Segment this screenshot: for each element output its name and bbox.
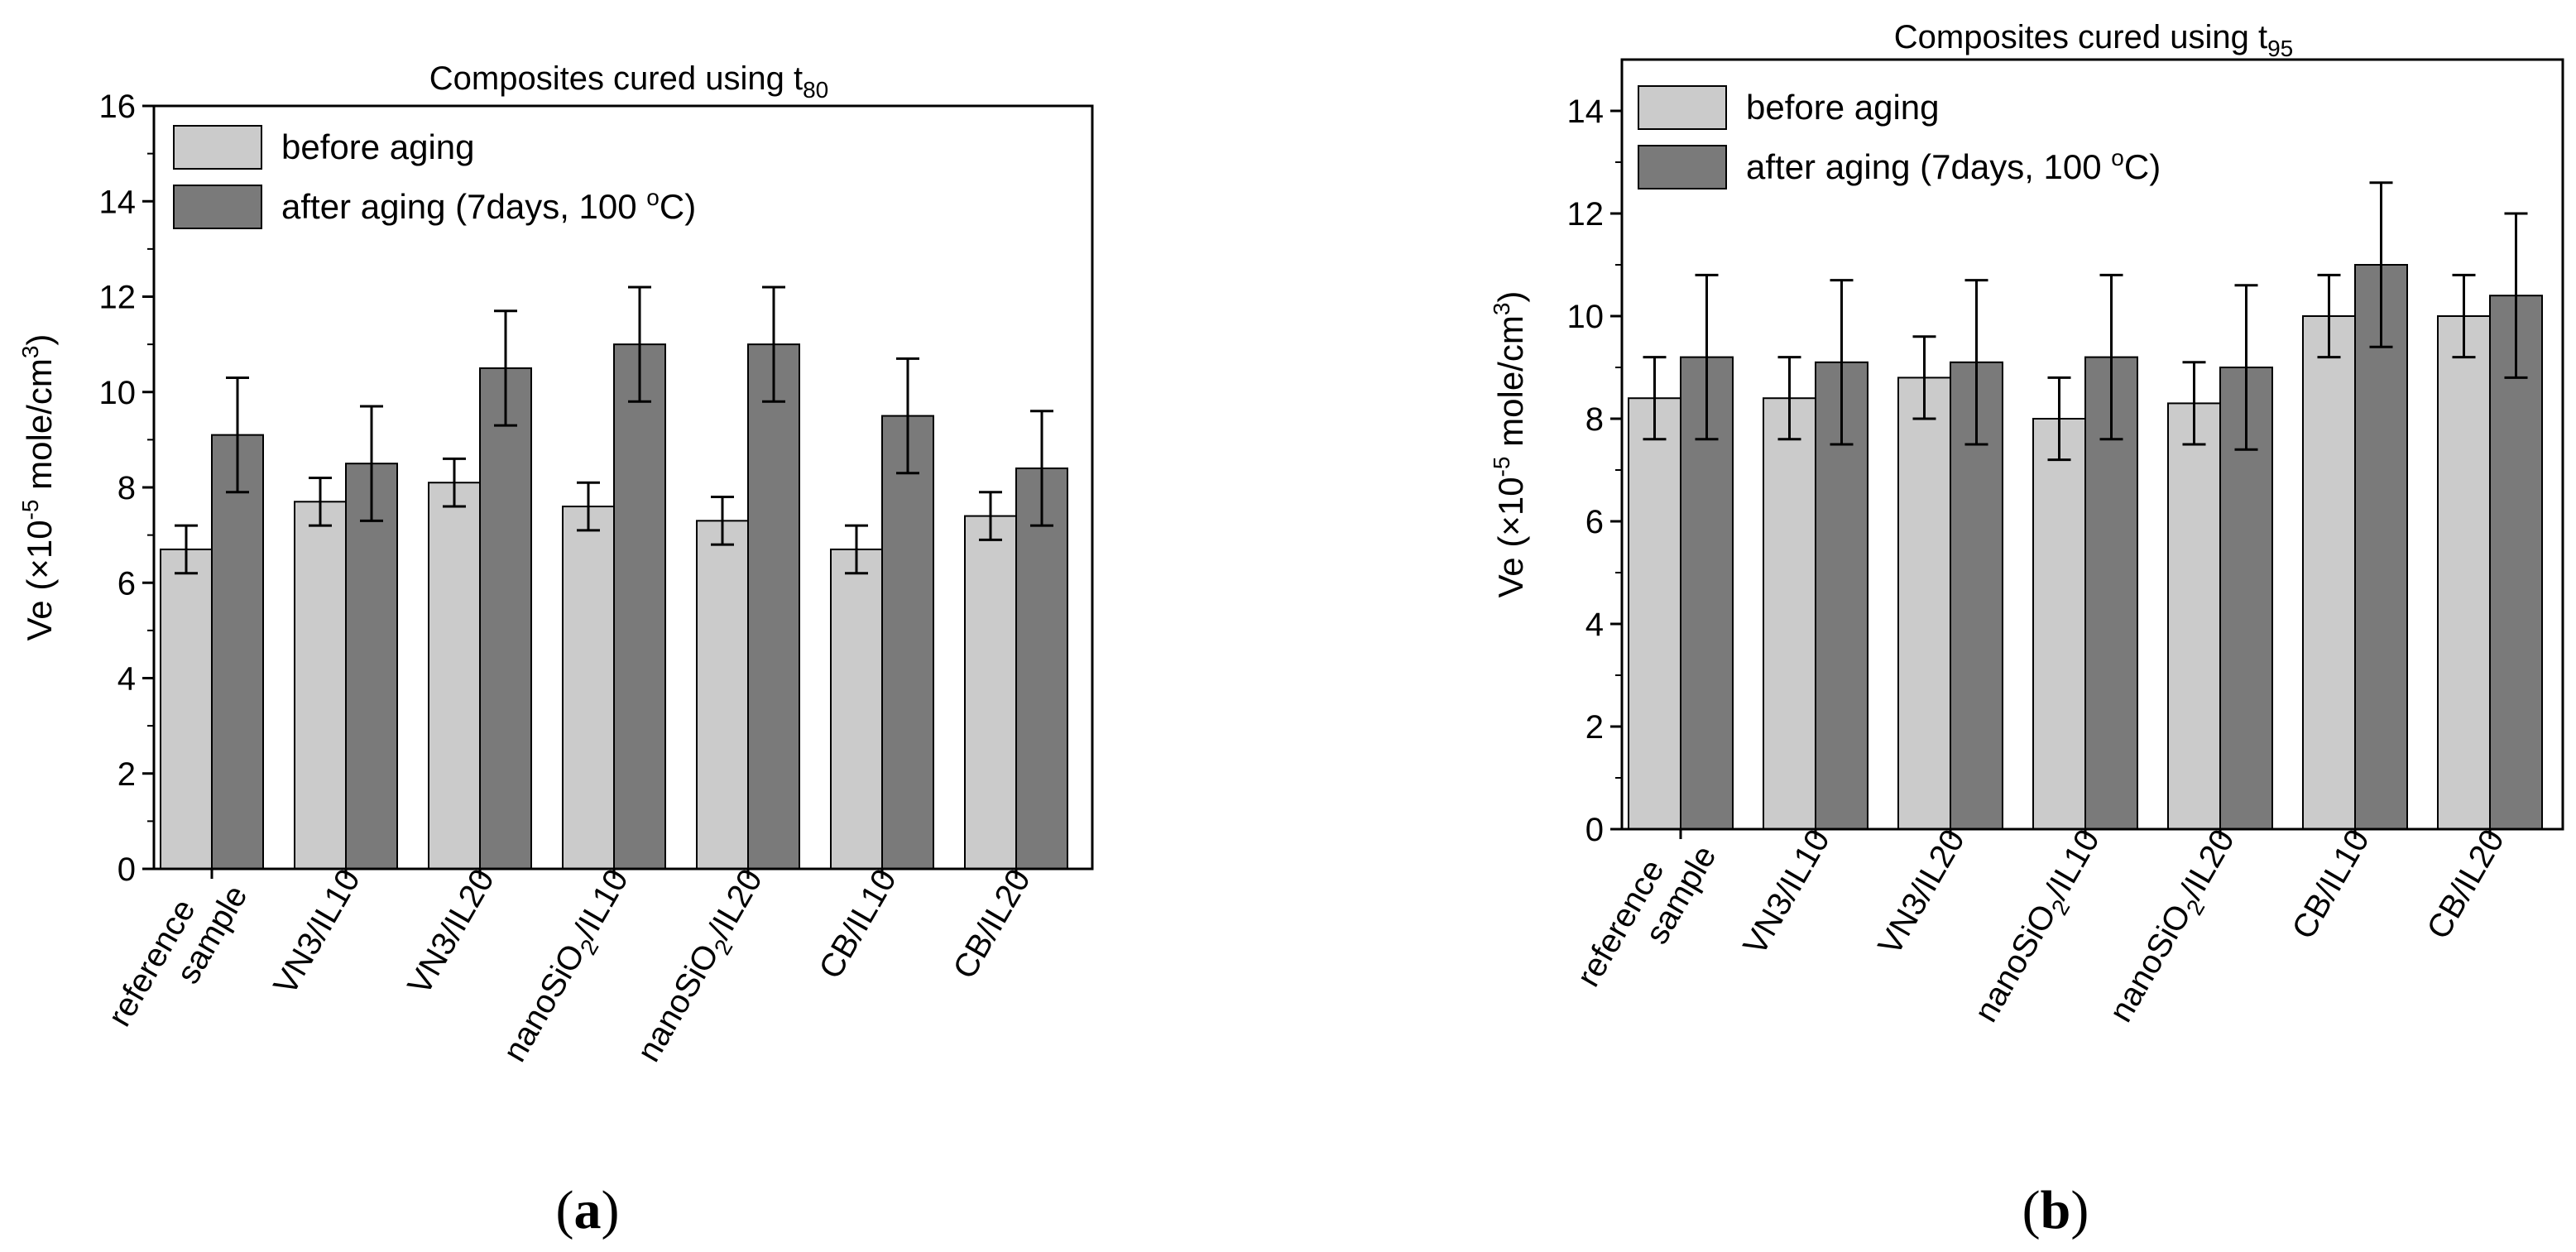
bar-before-2 (428, 482, 481, 870)
y-tick-label-16: 16 (99, 89, 137, 125)
legend-label-after: after aging (7days, 100 oC) (281, 185, 696, 226)
y-tick-label-10: 10 (99, 375, 137, 411)
bar-after-0 (211, 434, 264, 870)
bar-after-1 (345, 463, 398, 870)
chart-title: Composites cured using t95 (1894, 19, 2293, 61)
y-tick-label-12: 12 (1567, 196, 1605, 233)
bar-before-4 (2167, 402, 2221, 830)
legend-swatch-before (173, 125, 262, 170)
bar-before-4 (696, 520, 749, 871)
legend-swatch-before (1638, 85, 1727, 130)
bar-before-1 (1763, 397, 1816, 830)
bar-before-5 (2302, 315, 2356, 830)
panel-label-b: (b) (2022, 1180, 2089, 1240)
bar-before-3 (562, 506, 615, 870)
y-axis-label: Ve (×10-5 mole/cm3) (1489, 291, 1530, 598)
y-tick-label-14: 14 (1567, 94, 1605, 130)
bar-after-6 (1015, 467, 1068, 870)
y-tick-label-4: 4 (1585, 607, 1604, 643)
y-tick-label-4: 4 (118, 661, 136, 698)
bar-after-5 (2354, 264, 2408, 830)
bar-before-3 (2032, 418, 2086, 830)
bar-before-1 (294, 501, 347, 870)
y-tick-label-12: 12 (99, 280, 137, 316)
chart-title: Composites cured using t80 (429, 60, 828, 103)
y-tick-label-6: 6 (1585, 504, 1604, 540)
bar-after-6 (2489, 295, 2543, 830)
bar-before-6 (964, 515, 1017, 870)
panel-label-a: (a) (556, 1180, 620, 1240)
bar-before-0 (1628, 397, 1681, 830)
legend-label-after: after aging (7days, 100 oC) (1746, 145, 2161, 186)
y-tick-label-14: 14 (99, 184, 137, 220)
bar-after-5 (881, 415, 934, 870)
y-tick-label-2: 2 (1585, 709, 1604, 746)
bar-after-4 (747, 343, 800, 870)
y-tick-label-8: 8 (118, 470, 136, 506)
bar-before-5 (830, 548, 883, 870)
legend-swatch-after (173, 185, 262, 229)
y-tick-label-6: 6 (118, 565, 136, 602)
y-tick-label-0: 0 (118, 851, 136, 888)
legend-label-before: before aging (1746, 88, 1940, 127)
y-tick-label-0: 0 (1585, 812, 1604, 848)
bar-before-2 (1897, 377, 1951, 830)
y-tick-label-8: 8 (1585, 401, 1604, 438)
legend-label-before: before aging (281, 127, 475, 166)
y-tick-label-2: 2 (118, 756, 136, 793)
legend-swatch-after (1638, 145, 1727, 189)
plot-frame (1620, 58, 2564, 831)
y-tick-label-10: 10 (1567, 299, 1605, 335)
bar-after-3 (613, 343, 666, 870)
bar-before-6 (2437, 315, 2491, 830)
y-axis-label: Ve (×10-5 mole/cm3) (17, 334, 59, 641)
bar-before-0 (160, 548, 213, 870)
bar-after-2 (479, 367, 532, 870)
